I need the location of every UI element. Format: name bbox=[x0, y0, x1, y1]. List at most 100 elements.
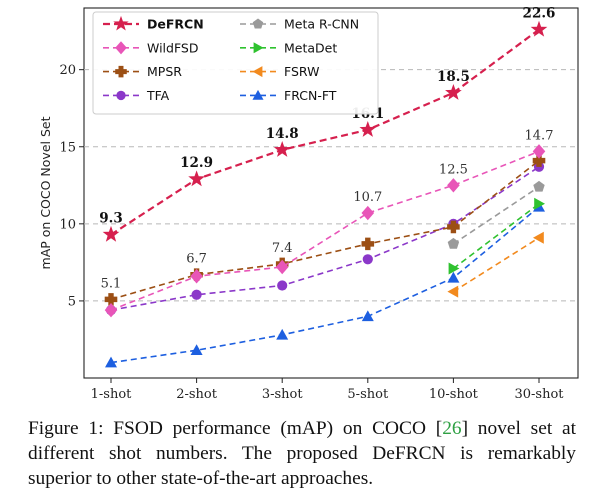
plot-frame bbox=[83, 7, 579, 379]
legend-entry-wildfsd: WildFSD bbox=[103, 40, 199, 55]
legend-label-metadet: MetaDet bbox=[284, 40, 337, 55]
data-point-defrcn bbox=[273, 141, 291, 157]
data-label-defrcn: 22.6 bbox=[523, 6, 556, 22]
data-point-mpsr bbox=[361, 237, 375, 251]
legend-marker-frcn-ft bbox=[252, 89, 264, 100]
series-line-meta-r-cnn bbox=[452, 186, 540, 245]
legend-marker-tfa bbox=[116, 90, 126, 101]
data-label-defrcn: 12.9 bbox=[180, 155, 213, 171]
data-point-defrcn bbox=[359, 121, 377, 137]
series-wildfsd bbox=[104, 144, 546, 318]
data-point-frcn-ft bbox=[361, 310, 374, 322]
axis-ticks: 5 10 15 20 1-shot 2-shot 3-shot 5-shot 10-shot 30… bbox=[59, 63, 564, 402]
caption-suffix: ] novel set at different shot numbers. T… bbox=[28, 418, 576, 489]
series-frcn-ft bbox=[105, 200, 545, 368]
x-tick-label: 3-shot bbox=[262, 387, 304, 402]
legend-label-defrcn: DeFRCN bbox=[147, 17, 204, 32]
data-point-meta-r-cnn bbox=[533, 180, 545, 192]
data-point-tfa bbox=[191, 289, 202, 300]
data-point-metadet bbox=[448, 262, 460, 275]
data-labels: 5.16.77.410.712.514.79.312.914.816.118.5… bbox=[99, 6, 555, 292]
x-tick-label: 5-shot bbox=[347, 387, 389, 402]
series-fsrw bbox=[447, 231, 544, 298]
data-label-mpsr: 7.4 bbox=[272, 241, 293, 256]
data-point-frcn-ft bbox=[105, 356, 117, 368]
data-point-wildfsd bbox=[532, 144, 546, 159]
data-point-wildfsd bbox=[104, 302, 118, 318]
legend-label-mpsr: MPSR bbox=[147, 64, 182, 79]
legend-entry-fsrw: FSRW bbox=[240, 64, 319, 79]
x-tick-label: 2-shot bbox=[176, 387, 218, 402]
data-point-meta-r-cnn bbox=[447, 237, 460, 249]
legend-entry-mpsr: MPSR bbox=[103, 64, 182, 79]
data-point-defrcn bbox=[188, 170, 205, 187]
data-label-wildfsd: 10.7 bbox=[353, 190, 382, 205]
legend-label-wildfsd: WildFSD bbox=[147, 40, 199, 55]
data-point-wildfsd bbox=[361, 205, 375, 221]
data-label-defrcn: 9.3 bbox=[99, 211, 123, 227]
data-point-frcn-ft bbox=[447, 271, 460, 283]
data-label-wildfsd: 14.7 bbox=[525, 128, 554, 143]
data-label-mpsr: 6.7 bbox=[186, 252, 207, 267]
data-point-wildfsd bbox=[275, 259, 289, 275]
series-line-tfa bbox=[110, 166, 540, 311]
series-tfa bbox=[105, 161, 545, 316]
data-point-metadet bbox=[534, 197, 545, 210]
series-line-wildfsd bbox=[110, 150, 540, 311]
data-point-frcn-ft bbox=[190, 344, 203, 356]
series-lines bbox=[102, 20, 548, 368]
legend-marker-wildfsd bbox=[115, 41, 127, 55]
series-line-defrcn bbox=[110, 28, 540, 236]
y-axis-label: mAP on COCO Novel Set bbox=[38, 116, 53, 269]
data-label-defrcn: 18.5 bbox=[437, 69, 470, 85]
legend-label-frcn-ft: FRCN-FT bbox=[284, 88, 337, 103]
series-mpsr bbox=[104, 154, 546, 306]
series-line-metadet bbox=[452, 203, 540, 270]
legend-entry-tfa: TFA bbox=[103, 88, 170, 103]
data-point-wildfsd bbox=[190, 269, 203, 284]
legend-marker-fsrw bbox=[252, 66, 263, 78]
data-point-mpsr bbox=[104, 293, 118, 306]
series-line-frcn-ft bbox=[110, 206, 540, 364]
data-point-defrcn bbox=[445, 84, 462, 100]
legend-marker-meta-r-cnn bbox=[252, 18, 264, 29]
data-point-fsrw bbox=[533, 231, 544, 244]
legend-entry-metadet: MetaDet bbox=[240, 40, 337, 55]
x-tick-label: 10-shot bbox=[429, 387, 479, 402]
data-point-mpsr bbox=[447, 220, 460, 234]
y-tick-label: 20 bbox=[59, 63, 76, 78]
y-tick-label: 15 bbox=[59, 140, 76, 155]
data-point-mpsr bbox=[532, 154, 546, 167]
caption-citation: 26 bbox=[442, 418, 462, 439]
legend-label-tfa: TFA bbox=[146, 88, 170, 103]
legend-marker-mpsr bbox=[115, 65, 127, 78]
legend-label-fsrw: FSRW bbox=[284, 64, 319, 79]
legend: DeFRCN WildFSD MPSR TFA Meta R-CNN MetaDet FSR… bbox=[92, 11, 379, 115]
legend-entry-defrcn: DeFRCN bbox=[103, 15, 204, 32]
data-label-wildfsd: 12.5 bbox=[439, 162, 468, 177]
y-tick-label: 10 bbox=[59, 217, 76, 232]
legend-marker-metadet bbox=[253, 42, 264, 54]
legend-box bbox=[92, 11, 379, 115]
caption-prefix: Figure 1: FSOD performance (mAP) on COCO… bbox=[28, 418, 443, 439]
series-line-mpsr bbox=[110, 159, 540, 301]
legend-entry-frcn-ft: FRCN-FT bbox=[240, 88, 337, 103]
x-tick-label: 30-shot bbox=[514, 387, 564, 402]
fsod-line-chart: 5 10 15 20 1-shot 2-shot 3-shot 5-shot 10-shot 30… bbox=[38, 6, 579, 402]
data-label-defrcn: 14.8 bbox=[266, 126, 299, 142]
data-point-frcn-ft bbox=[276, 328, 289, 340]
data-point-defrcn bbox=[530, 20, 548, 37]
data-point-tfa bbox=[277, 280, 288, 291]
legend-label-meta-r-cnn: Meta R-CNN bbox=[284, 17, 359, 32]
data-point-wildfsd bbox=[447, 178, 460, 193]
series-defrcn bbox=[102, 20, 548, 242]
x-tick-label: 1-shot bbox=[91, 387, 133, 402]
series-metadet bbox=[448, 197, 545, 275]
data-point-fsrw bbox=[447, 285, 459, 298]
data-point-tfa bbox=[362, 254, 373, 265]
figure-caption: Figure 1: FSOD performance (mAP) on COCO… bbox=[28, 416, 576, 491]
series-line-fsrw bbox=[452, 237, 540, 293]
legend-entry-meta-r-cnn: Meta R-CNN bbox=[240, 17, 359, 32]
data-point-defrcn bbox=[102, 225, 120, 242]
legend-marker-defrcn bbox=[113, 15, 129, 31]
